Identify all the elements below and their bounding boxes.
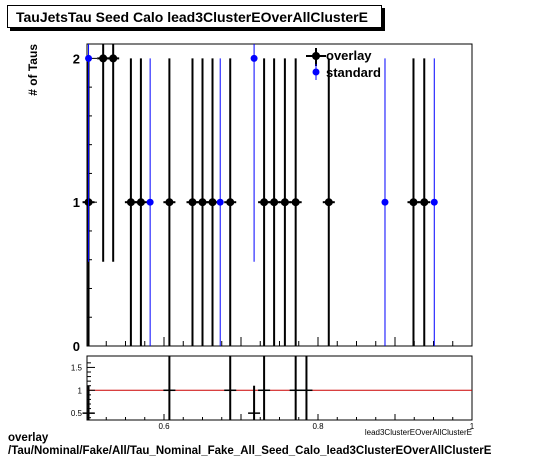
main-plot-frame [86,43,473,347]
marker [126,198,135,207]
overlay-point [407,58,420,346]
marker [409,198,418,207]
ratio-x-tick-labels: 0.6 0.8 1 [158,422,474,431]
main-y-tick-labels: 0 1 2 [73,51,80,354]
overlay-point [224,58,237,346]
marker [165,198,174,207]
marker [85,54,93,62]
overlay-point [418,58,431,346]
legend: overlay standard [306,48,381,80]
title-box: TauJetsTau Seed Calo lead3ClusterEOverAl… [7,5,382,28]
marker [381,198,389,206]
standard-point [216,58,224,346]
ratio-point [163,356,176,420]
standard-point [430,58,438,346]
marker [216,198,224,206]
marker [430,198,438,206]
marker [280,198,289,207]
bottom-label: overlay /Tau/Nominal/Fake/All/Tau_Nomina… [8,432,491,458]
overlay-point [107,44,120,262]
bottom-label-line2: /Tau/Nominal/Fake/All/Tau_Nominal_Fake_A… [8,445,492,457]
marker [260,198,269,207]
overlay-point [163,58,176,346]
overlay-point [278,58,291,346]
overlay-point [97,44,110,262]
legend-overlay-label: overlay [326,48,372,63]
overlay-point [186,58,199,346]
overlay-point [196,58,209,346]
overlay-point [289,58,302,346]
marker [146,198,154,206]
ratio-plot-frame [86,355,473,421]
main-y-tick-label: 0 [73,339,80,354]
overlay-point [268,58,281,346]
marker [226,198,235,207]
overlay-point [124,58,137,346]
legend-overlay-marker [312,52,320,60]
marker [188,198,197,207]
ratio-x-tick-label: 0.8 [312,422,324,431]
marker [420,198,429,207]
marker [198,198,207,207]
ratio-point [82,385,95,420]
marker [136,198,145,207]
bottom-label-line1: overlay [8,432,49,444]
marker [270,198,279,207]
marker [208,198,217,207]
marker [109,54,118,63]
marker [324,198,333,207]
ratio-point [300,356,313,420]
ratio-axis-ticks [86,362,473,420]
main-axis-ticks [86,57,473,347]
standard-point [381,58,389,346]
x-axis-label: lead3ClusterEOverAllClusterE [365,428,472,437]
ratio-y-tick-labels: 0.5 1 1.5 [71,363,83,418]
ratio-point [248,385,261,420]
y-axis-label: # of Taus [26,44,40,96]
marker [99,54,108,63]
ratio-point [224,356,237,420]
legend-standard-label: standard [326,65,381,80]
overlay-point [206,58,219,346]
standard-point [250,44,258,262]
marker [250,54,258,62]
overlay-point [258,58,271,346]
legend-standard-marker [312,68,320,76]
main-data-points [82,44,438,346]
ratio-y-tick-label: 1.5 [71,363,83,372]
main-y-tick-label: 2 [73,51,80,66]
ratio-x-tick-label: 0.6 [158,422,170,431]
ratio-y-tick-label: 1 [78,386,83,395]
chart-title: TauJetsTau Seed Calo lead3ClusterEOverAl… [16,9,368,25]
standard-point [146,58,154,346]
overlay-point [134,58,147,346]
standard-point [85,44,93,262]
ratio-y-tick-label: 0.5 [71,409,83,418]
overlay-point [322,58,335,346]
ratio-x-tick-label: 1 [470,422,475,431]
main-y-tick-label: 1 [73,195,80,210]
ratio-point [289,356,302,420]
marker [291,198,300,207]
ratio-point [258,356,271,420]
ratio-data-points [82,356,313,420]
